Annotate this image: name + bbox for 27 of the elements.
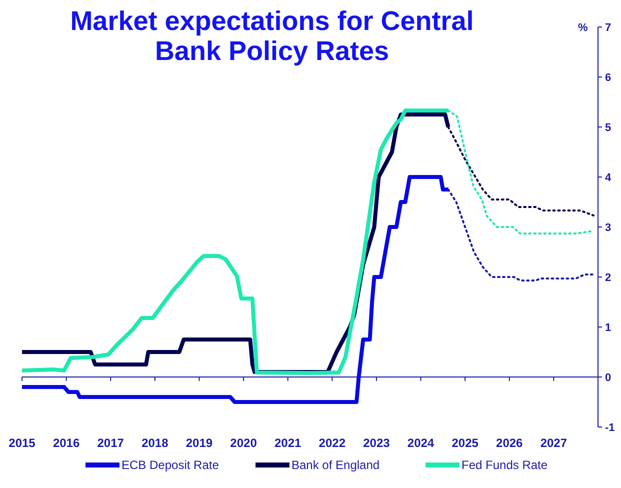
y-tick-label: 7 [605,22,612,34]
x-tick-label: 2020 [230,436,258,450]
x-tick-label: 2022 [318,436,346,450]
legend-label: Bank of England [292,458,380,472]
x-tick-label: 2024 [407,436,434,450]
x-tick-label: 2017 [97,436,124,450]
y-tick-label: 0 [605,372,612,384]
x-tick-label: 2026 [496,436,524,450]
y-tick-label: 2 [605,272,612,284]
y-tick-label: 5 [605,122,612,134]
x-tick-label: 2023 [363,436,390,450]
y-axis-title: % [578,22,588,34]
y-tick-label: 1 [605,322,612,334]
x-tick-label: 2019 [186,436,213,450]
legend-label: ECB Deposit Rate [122,458,220,472]
chart-title: Market expectations for Central Bank Policy Rates [70,6,474,66]
legend-label: Fed Funds Rate [462,458,548,472]
x-tick-label: 2025 [452,436,479,450]
x-tick-label: 2015 [8,436,36,450]
y-tick-label: 6 [605,72,612,84]
x-tick-label: 2018 [142,436,169,450]
y-tick-label: 4 [605,172,612,184]
y-tick-label: 3 [605,222,612,234]
x-tick-label: 2027 [540,436,568,450]
x-tick-label: 2021 [274,436,302,450]
x-tick-label: 2016 [52,436,80,450]
y-tick-label: -1 [605,422,615,434]
